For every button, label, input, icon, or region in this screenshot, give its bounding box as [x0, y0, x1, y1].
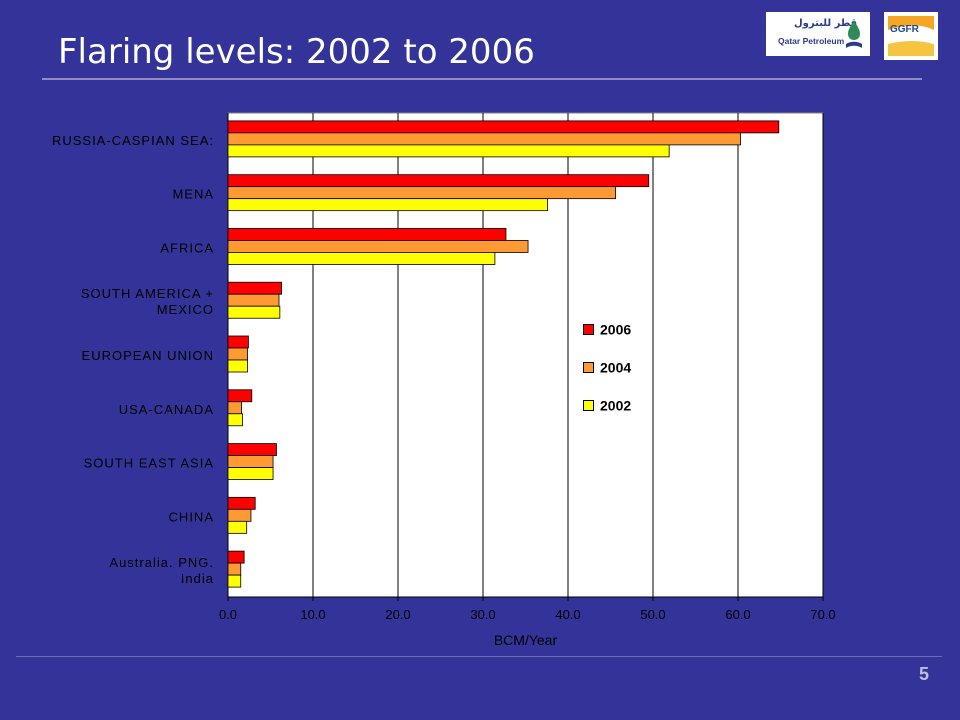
bar-2006	[227, 228, 507, 241]
bar-2006	[227, 550, 245, 564]
bar-2004	[227, 347, 248, 361]
x-tick-label: 60.0	[725, 607, 750, 622]
qatar-petroleum-english-text: Qatar Petroleum	[778, 36, 845, 46]
legend-swatch-2006	[583, 323, 594, 335]
category-label: Australia. PNG.	[109, 555, 214, 570]
bar-2006	[227, 443, 277, 456]
bar-2004	[227, 240, 529, 253]
bar-2006	[227, 174, 650, 188]
bar-2002	[227, 467, 274, 480]
category-label: AFRICA	[160, 240, 214, 255]
slide-title: Flaring levels: 2002 to 2006	[58, 32, 535, 72]
bar-2002	[227, 198, 549, 212]
bar-2002	[227, 305, 281, 319]
ggfr-logo: GGFR	[884, 12, 938, 60]
bar-2002	[227, 359, 248, 373]
bar-2002	[227, 574, 242, 588]
bar-2004	[227, 401, 242, 415]
category-label: MEXICO	[157, 302, 214, 317]
bar-2002	[227, 144, 670, 158]
x-tick-label: 20.0	[385, 607, 410, 622]
x-axis-title: BCM/Year	[494, 632, 558, 648]
x-tick-label: 30.0	[470, 607, 495, 622]
x-tick-label: 0.0	[219, 607, 237, 622]
page-number: 5	[918, 664, 929, 684]
bar-2006	[227, 120, 780, 134]
qatar-petroleum-arabic-text: قطر للبترول	[794, 18, 858, 29]
category-label: SOUTH AMERICA +	[81, 286, 214, 301]
x-tick-label: 70.0	[810, 607, 835, 622]
legend-swatch-2004	[583, 361, 594, 373]
bar-2002	[227, 252, 496, 265]
qatar-petroleum-logo: قطر للبترول Qatar Petroleum	[766, 12, 870, 56]
qatar-petroleum-emblem-icon	[846, 20, 862, 48]
legend-item-2006: 2006	[583, 320, 632, 338]
bar-2006	[227, 281, 282, 295]
bar-2006	[227, 335, 249, 349]
legend-label-2006: 2006	[600, 321, 632, 338]
bar-2004	[227, 132, 741, 146]
x-tick-label: 10.0	[300, 607, 325, 622]
x-tick-label: 50.0	[640, 607, 665, 622]
category-label: EUROPEAN UNION	[82, 348, 214, 363]
bar-2004	[227, 293, 280, 307]
x-tick-label: 40.0	[555, 607, 580, 622]
ggfr-text: GGFR	[890, 24, 919, 35]
category-label: India	[181, 571, 214, 586]
bar-2004	[227, 508, 252, 522]
category-label: USA-CANADA	[119, 402, 214, 417]
bar-2006	[227, 389, 253, 403]
bar-2004	[227, 455, 274, 468]
legend-swatch-2002	[583, 399, 594, 411]
title-divider	[42, 78, 922, 80]
bar-2004	[227, 562, 242, 576]
legend-item-2002: 2002	[583, 396, 632, 414]
category-label: RUSSIA-CASPIAN SEA:	[52, 133, 214, 148]
bar-2002	[227, 520, 248, 534]
ggfr-flame-icon	[888, 16, 934, 56]
legend-label-2002: 2002	[600, 397, 632, 414]
bar-2006	[227, 496, 256, 510]
category-label: SOUTH EAST ASIA	[84, 456, 214, 471]
category-label: MENA	[172, 187, 214, 202]
bar-2004	[227, 186, 617, 200]
category-label: CHINA	[169, 509, 214, 524]
bar-2002	[227, 413, 243, 427]
chart-legend: 2006 2004 2002	[569, 304, 652, 422]
footer-divider	[16, 656, 942, 657]
legend-label-2004: 2004	[600, 359, 632, 376]
legend-item-2004: 2004	[583, 358, 632, 376]
